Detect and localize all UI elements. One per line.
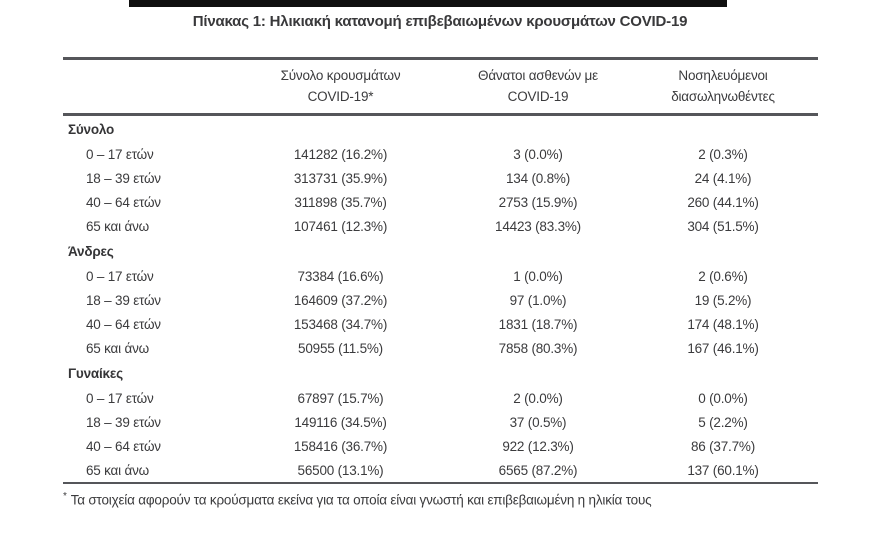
age-cell: 18 – 39 ετών: [86, 292, 161, 308]
section-label: Σύνολο: [68, 121, 115, 137]
table-top-rule: [63, 57, 818, 60]
section-header-row: Άνδρες: [63, 238, 818, 264]
intubated-cell: 24 (4.1%): [694, 170, 752, 186]
deaths-cell: 2 (0.0%): [513, 390, 563, 406]
section-label: Άνδρες: [68, 243, 114, 259]
deaths-cell: 2753 (15.9%): [498, 194, 578, 210]
footnote-text: Τα στοιχεία αφορούν τα κρούσματα εκείνα …: [70, 492, 652, 508]
table-row: 18 – 39 ετών 313731 (35.9%) 134 (0.8%) 24 (…: [63, 166, 818, 190]
covid-age-distribution-table: Σύνολο κρουσμάτων COVID-19* Θάνατοι ασθε…: [63, 57, 818, 484]
deaths-cell: 1831 (18.7%): [498, 316, 578, 332]
deaths-cell: 134 (0.8%): [505, 170, 571, 186]
cases-cell: 158416 (36.7%): [293, 438, 388, 454]
intubated-cell: 167 (46.1%): [687, 340, 759, 356]
section-header-row: Γυναίκες: [63, 360, 818, 386]
cases-cell: 313731 (35.9%): [293, 170, 388, 186]
deaths-cell: 14423 (83.3%): [495, 218, 581, 234]
table-row: 0 – 17 ετών 73384 (16.6%) 1 (0.0%) 2 (0.6%): [63, 264, 818, 288]
header-total-cases-line1: Σύνολο κρουσμάτων: [280, 68, 401, 83]
cases-cell: 164609 (37.2%): [293, 292, 388, 308]
age-cell: 65 και άνω: [86, 218, 150, 234]
age-cell: 18 – 39 ετών: [86, 170, 161, 186]
table-footnote: * Τα στοιχεία αφορούν τα κρούσματα εκείνα…: [63, 491, 853, 508]
cases-cell: 153468 (34.7%): [293, 316, 388, 332]
table-row: 18 – 39 ετών 164609 (37.2%) 97 (1.0%) 19 (5…: [63, 288, 818, 312]
table-row: 65 και άνω 56500 (13.1%) 6565 (87.2%) 137 (…: [63, 458, 818, 482]
section-header-row: Σύνολο: [63, 116, 818, 142]
cases-cell: 67897 (15.7%): [297, 390, 384, 406]
intubated-cell: 0 (0.0%): [698, 390, 748, 406]
age-cell: 0 – 17 ετών: [86, 268, 154, 284]
header-intubated-line2: διασωληνωθέντες: [671, 89, 775, 104]
table-row: 40 – 64 ετών 158416 (36.7%) 922 (12.3%) 86 …: [63, 434, 818, 458]
table-row: 0 – 17 ετών 141282 (16.2%) 3 (0.0%) 2 (0.3%…: [63, 142, 818, 166]
intubated-cell: 137 (60.1%): [687, 462, 759, 478]
cases-cell: 56500 (13.1%): [297, 462, 384, 478]
deaths-cell: 37 (0.5%): [509, 414, 567, 430]
age-cell: 0 – 17 ετών: [86, 146, 154, 162]
table-bottom-rule: [63, 482, 818, 484]
deaths-cell: 7858 (80.3%): [498, 340, 578, 356]
age-cell: 40 – 64 ετών: [86, 194, 161, 210]
deaths-cell: 3 (0.0%): [513, 146, 563, 162]
header-intubated: Νοσηλευόμενοι διασωληνωθέντες: [628, 65, 818, 107]
table-row: 0 – 17 ετών 67897 (15.7%) 2 (0.0%) 0 (0.0%): [63, 386, 818, 410]
intubated-cell: 86 (37.7%): [690, 438, 756, 454]
cases-cell: 107461 (12.3%): [293, 218, 388, 234]
intubated-cell: 260 (44.1%): [687, 194, 759, 210]
cases-cell: 311898 (35.7%): [294, 194, 387, 210]
intubated-cell: 174 (48.1%): [687, 316, 759, 332]
deaths-cell: 1 (0.0%): [513, 268, 563, 284]
header-total-cases: Σύνολο κρουσμάτων COVID-19*: [233, 65, 448, 107]
table-header-rule: [63, 113, 818, 116]
header-total-cases-line2: COVID-19*: [307, 89, 374, 104]
age-cell: 18 – 39 ετών: [86, 414, 161, 430]
table-body: Σύνολο 0 – 17 ετών 141282 (16.2%) 3 (0.0%) 2…: [63, 116, 818, 482]
cases-cell: 73384 (16.6%): [297, 268, 384, 284]
table-row: 18 – 39 ετών 149116 (34.5%) 37 (0.5%) 5 (2.…: [63, 410, 818, 434]
age-cell: 0 – 17 ετών: [86, 390, 154, 406]
deaths-cell: 97 (1.0%): [509, 292, 567, 308]
top-border-bar: [129, 0, 727, 7]
deaths-cell: 922 (12.3%): [502, 438, 574, 454]
table-row: 40 – 64 ετών 311898 (35.7%) 2753 (15.9%) 26…: [63, 190, 818, 214]
age-cell: 65 και άνω: [86, 462, 150, 478]
age-cell: 40 – 64 ετών: [86, 438, 161, 454]
footnote-asterisk: *: [63, 491, 67, 502]
header-intubated-line1: Νοσηλευόμενοι: [678, 68, 768, 83]
header-deaths-line2: COVID-19: [507, 89, 569, 104]
intubated-cell: 2 (0.3%): [698, 146, 748, 162]
age-cell: 65 και άνω: [86, 340, 150, 356]
cases-cell: 141282 (16.2%): [293, 146, 388, 162]
cases-cell: 50955 (11.5%): [298, 340, 383, 356]
deaths-cell: 6565 (87.2%): [498, 462, 578, 478]
page-title: Πίνακας 1: Ηλικιακή κατανομή επιβεβαιωμέ…: [192, 13, 688, 30]
section-label: Γυναίκες: [68, 365, 123, 381]
intubated-cell: 19 (5.2%): [694, 292, 752, 308]
table-row: 65 και άνω 107461 (12.3%) 14423 (83.3%) 304…: [63, 214, 818, 238]
table-row: 40 – 64 ετών 153468 (34.7%) 1831 (18.7%) 17…: [63, 312, 818, 336]
intubated-cell: 2 (0.6%): [698, 268, 748, 284]
table-row: 65 και άνω 50955 (11.5%) 7858 (80.3%) 167 (…: [63, 336, 818, 360]
intubated-cell: 304 (51.5%): [687, 218, 759, 234]
age-cell: 40 – 64 ετών: [86, 316, 161, 332]
header-deaths-line1: Θάνατοι ασθενών με: [478, 68, 598, 83]
header-deaths: Θάνατοι ασθενών με COVID-19: [448, 65, 628, 107]
intubated-cell: 5 (2.2%): [698, 414, 748, 430]
table-header-row: Σύνολο κρουσμάτων COVID-19* Θάνατοι ασθε…: [63, 60, 818, 113]
cases-cell: 149116 (34.5%): [294, 414, 387, 430]
